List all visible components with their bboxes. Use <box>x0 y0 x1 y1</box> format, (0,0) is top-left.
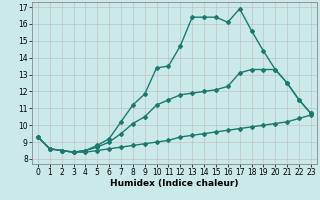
X-axis label: Humidex (Indice chaleur): Humidex (Indice chaleur) <box>110 179 239 188</box>
